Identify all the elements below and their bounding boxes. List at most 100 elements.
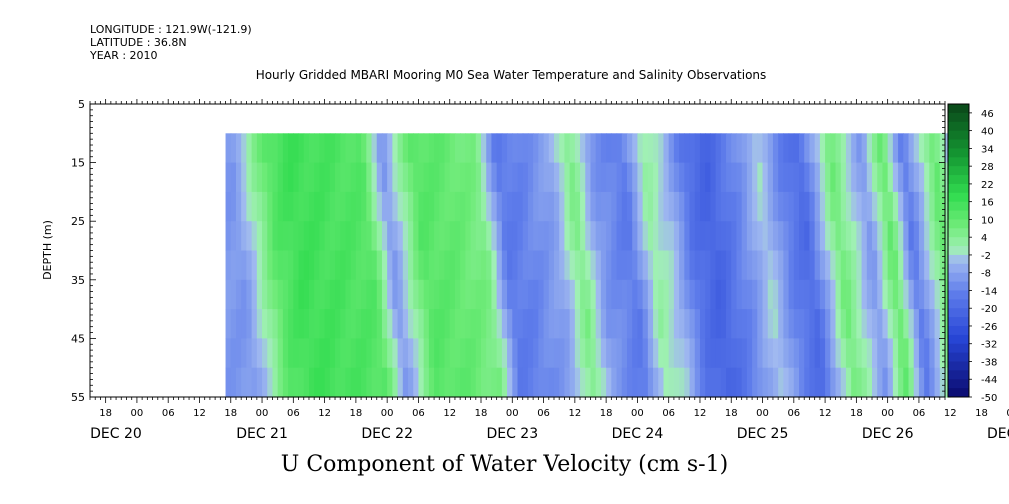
heatmap-cell <box>715 250 722 281</box>
heatmap-cell <box>329 250 336 281</box>
colorbar-label: -44 <box>981 375 997 386</box>
heatmap-cell <box>470 250 477 281</box>
heatmap-cell <box>689 309 696 339</box>
heatmap-cell <box>392 309 399 339</box>
heatmap-cell <box>501 367 508 398</box>
heatmap-cell <box>851 162 857 193</box>
heatmap-cell <box>590 309 597 339</box>
heatmap-cell <box>335 221 341 252</box>
heatmap-cell <box>366 367 373 398</box>
heatmap-cell <box>621 338 628 369</box>
heatmap-cell <box>647 162 654 193</box>
heatmap-cell <box>658 309 665 339</box>
heatmap-cell <box>475 338 482 369</box>
heatmap-cell <box>679 309 685 339</box>
colorbar-swatch <box>948 370 969 380</box>
heatmap-cell <box>314 367 320 398</box>
heatmap-cell <box>481 309 487 339</box>
heatmap-cell <box>522 162 529 193</box>
heatmap-cell <box>512 133 519 164</box>
heatmap-cell <box>788 309 795 339</box>
heatmap-cell <box>903 162 910 193</box>
heatmap-cell <box>355 162 362 193</box>
heatmap-cell <box>705 367 711 398</box>
heatmap-cell <box>767 367 774 398</box>
heatmap-cell <box>230 279 237 310</box>
heatmap-cell <box>507 338 513 369</box>
heatmap-cell <box>835 162 842 193</box>
heatmap-cell <box>293 279 300 310</box>
heatmap-cell <box>517 221 524 252</box>
heatmap-cell <box>548 279 555 310</box>
y-tick-label: 55 <box>71 391 85 404</box>
heatmap-cell <box>647 250 654 281</box>
heatmap-cell <box>809 221 816 252</box>
heatmap-cell <box>340 191 347 222</box>
y-tick-label: 35 <box>71 274 85 287</box>
heatmap-cell <box>387 309 393 339</box>
heatmap-cell <box>225 367 232 398</box>
heatmap-cell <box>746 338 753 369</box>
heatmap-cell <box>772 133 779 164</box>
heatmap-cell <box>439 279 446 310</box>
heatmap-cell <box>361 221 367 252</box>
heatmap-cell <box>720 133 727 164</box>
heatmap-cell <box>898 162 904 193</box>
heatmap-cell <box>626 221 633 252</box>
heatmap-cell <box>783 367 790 398</box>
heatmap-cell <box>533 133 539 164</box>
heatmap-cell <box>908 309 915 339</box>
colorbar-swatch <box>948 104 969 114</box>
heatmap-cell <box>653 250 659 281</box>
heatmap-cell <box>569 250 576 281</box>
heatmap-cell <box>402 133 409 164</box>
heatmap-cell <box>616 221 623 252</box>
x-tick-label: 06 <box>287 408 300 419</box>
heatmap-cell <box>507 162 513 193</box>
heatmap-cell <box>679 279 685 310</box>
heatmap-cell <box>387 250 393 281</box>
heatmap-cell <box>799 162 805 193</box>
heatmap-cell <box>246 338 253 369</box>
heatmap-cell <box>564 221 571 252</box>
heatmap-cell <box>585 309 592 339</box>
heatmap-cell <box>809 250 816 281</box>
x-tick-label: 06 <box>412 408 425 419</box>
heatmap-cell <box>746 250 753 281</box>
heatmap-cell <box>595 309 602 339</box>
heatmap-cell <box>710 338 717 369</box>
heatmap-cell <box>355 250 362 281</box>
heatmap-cell <box>637 367 644 398</box>
heatmap-cell <box>647 133 654 164</box>
heatmap-cell <box>366 338 373 369</box>
heatmap-cell <box>663 338 670 369</box>
heatmap-cell <box>475 367 482 398</box>
heatmap-cell <box>626 191 633 222</box>
heatmap-cell <box>428 250 435 281</box>
heatmap-cell <box>694 133 701 164</box>
heatmap-cell <box>491 279 498 310</box>
heatmap-cell <box>413 338 420 369</box>
heatmap-cell <box>840 309 847 339</box>
heatmap-cell <box>694 279 701 310</box>
heatmap-cell <box>694 221 701 252</box>
heatmap-cell <box>548 221 555 252</box>
heatmap-cell <box>444 221 451 252</box>
heatmap-cell <box>898 191 904 222</box>
heatmap-cell <box>277 162 284 193</box>
heatmap-cell <box>517 162 524 193</box>
heatmap-cell <box>580 338 586 369</box>
heatmap-cell <box>423 162 430 193</box>
heatmap-cell <box>454 221 461 252</box>
heatmap-cell <box>402 191 409 222</box>
heatmap-cell <box>527 279 534 310</box>
heatmap-cell <box>887 191 894 222</box>
heatmap-cell <box>449 338 456 369</box>
heatmap-cell <box>830 162 837 193</box>
colorbar-label: 22 <box>981 180 994 191</box>
heatmap-cell <box>538 309 545 339</box>
heatmap-cell <box>590 221 597 252</box>
colorbar-swatch <box>948 228 969 238</box>
heatmap-cell <box>616 133 623 164</box>
heatmap-cell <box>929 309 936 339</box>
